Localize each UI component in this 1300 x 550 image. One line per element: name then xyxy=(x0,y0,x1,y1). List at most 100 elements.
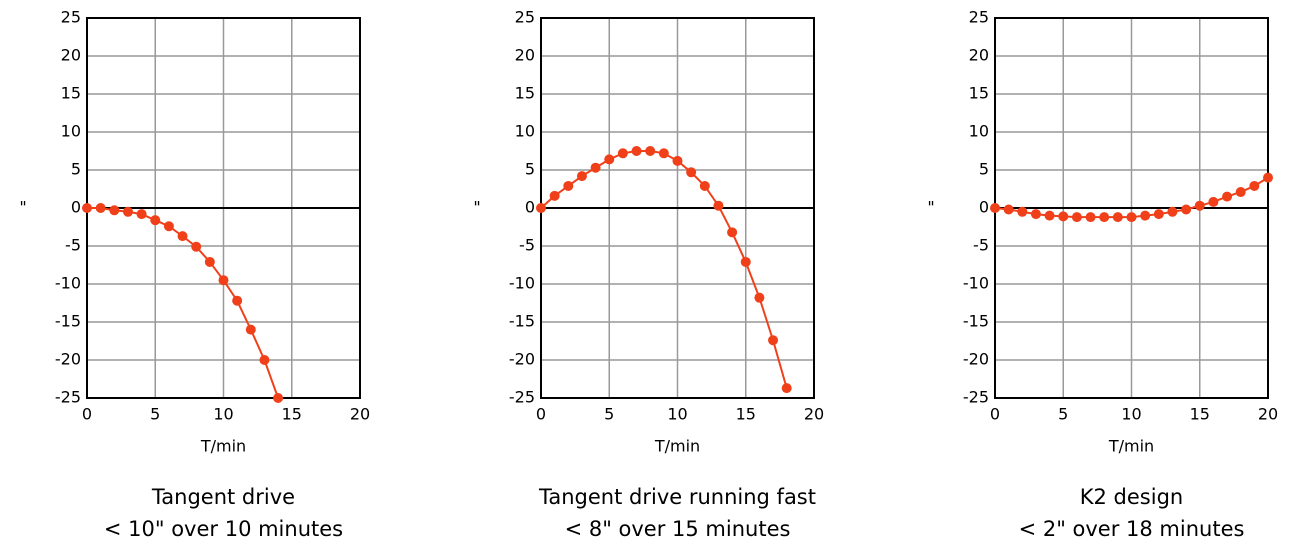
x-tick-label: 5 xyxy=(604,405,614,424)
data-point xyxy=(204,256,215,267)
chart-title: K2 design xyxy=(1080,485,1183,509)
x-tick-label: 5 xyxy=(1058,405,1068,424)
data-point xyxy=(1208,196,1219,207)
data-point xyxy=(699,180,710,191)
chart-subtitle: < 10" over 10 minutes xyxy=(104,517,343,541)
x-axis-label: T/min xyxy=(1108,437,1154,456)
y-tick-label: 0 xyxy=(979,198,989,217)
y-tick-label: -20 xyxy=(55,350,81,369)
data-point xyxy=(1263,172,1273,183)
data-point xyxy=(1099,212,1110,223)
chart-subtitle: < 2" over 18 minutes xyxy=(1019,517,1245,541)
x-tick-label: 10 xyxy=(1121,405,1141,424)
chart-title: Tangent drive xyxy=(151,485,295,509)
y-tick-label: -20 xyxy=(963,350,989,369)
chart: 0 5 10 15 20 -25 -20 -15 -10 -5 0 5 10 15 20 25 " T/min Ta… xyxy=(473,8,824,542)
y-tick-label: 5 xyxy=(979,160,989,179)
x-tick-label: 20 xyxy=(1258,405,1278,424)
y-tick-label: -25 xyxy=(509,388,535,407)
x-tick-label: 0 xyxy=(82,405,92,424)
data-point xyxy=(273,393,284,403)
y-tick-label: -10 xyxy=(55,274,81,293)
y-tick-label: 15 xyxy=(61,84,81,103)
y-tick-label: 20 xyxy=(969,46,989,65)
y-tick-label: -10 xyxy=(509,274,535,293)
y-tick-label: -25 xyxy=(963,388,989,407)
y-tick-label: 5 xyxy=(525,160,535,179)
y-tick-label: 25 xyxy=(61,8,81,27)
y-tick-label: -5 xyxy=(519,236,535,255)
chart: 0 5 10 15 20 -25 -20 -15 -10 -5 0 5 10 15 20 25 " T/min K2… xyxy=(927,8,1278,542)
chart-title: Tangent drive running fast xyxy=(538,485,816,509)
data-point xyxy=(740,256,751,267)
data-point xyxy=(1167,206,1178,217)
data-point xyxy=(109,205,120,216)
data-point xyxy=(150,215,161,226)
data-point xyxy=(1112,212,1123,223)
x-tick-label: 0 xyxy=(990,405,1000,424)
y-tick-label: -20 xyxy=(509,350,535,369)
y-tick-label: 10 xyxy=(969,122,989,141)
data-point xyxy=(1030,209,1041,220)
y-tick-label: -5 xyxy=(973,236,989,255)
data-point xyxy=(177,231,188,242)
y-tick-label: 0 xyxy=(525,198,535,217)
y-tick-label: 5 xyxy=(71,160,81,179)
data-point xyxy=(631,146,642,156)
y-axis-label: " xyxy=(19,198,26,217)
data-point xyxy=(1181,204,1192,215)
y-tick-label: 25 xyxy=(515,8,535,27)
y-axis-label: " xyxy=(927,198,934,217)
data-point xyxy=(768,335,779,346)
data-point xyxy=(1003,204,1014,215)
data-point xyxy=(191,241,202,252)
x-tick-label: 10 xyxy=(213,405,233,424)
x-tick-label: 15 xyxy=(282,405,302,424)
data-point xyxy=(713,200,724,211)
data-point xyxy=(576,171,587,182)
data-point xyxy=(1222,191,1233,202)
y-tick-label: -5 xyxy=(65,236,81,255)
data-line xyxy=(540,150,788,389)
y-tick-label: -15 xyxy=(509,312,535,331)
data-point xyxy=(590,162,601,173)
data-point xyxy=(686,167,697,178)
y-tick-label: -15 xyxy=(963,312,989,331)
y-tick-label: 15 xyxy=(515,84,535,103)
x-axis-label: T/min xyxy=(200,437,246,456)
data-point xyxy=(672,155,683,166)
x-tick-label: 10 xyxy=(667,405,687,424)
data-point xyxy=(1017,206,1028,217)
y-tick-label: 15 xyxy=(969,84,989,103)
data-point xyxy=(563,180,574,191)
y-tick-label: -25 xyxy=(55,388,81,407)
data-point xyxy=(617,148,628,159)
y-tick-label: -15 xyxy=(55,312,81,331)
data-point xyxy=(658,148,669,159)
data-point xyxy=(259,355,270,365)
x-tick-label: 15 xyxy=(1190,405,1210,424)
data-point xyxy=(1126,212,1137,223)
data-point xyxy=(82,203,92,213)
data-point xyxy=(604,154,615,165)
x-tick-label: 15 xyxy=(736,405,756,424)
data-point xyxy=(1071,212,1082,223)
data-point xyxy=(1058,211,1069,222)
x-tick-label: 20 xyxy=(350,405,370,424)
x-axis-label: T/min xyxy=(654,437,700,456)
data-point xyxy=(232,295,243,306)
data-point xyxy=(95,203,106,213)
y-tick-label: 10 xyxy=(515,122,535,141)
data-point xyxy=(1085,212,1096,223)
y-tick-label: 0 xyxy=(71,198,81,217)
data-point xyxy=(754,292,765,303)
data-point xyxy=(549,190,560,201)
data-point xyxy=(1249,180,1260,191)
data-point xyxy=(536,203,546,213)
y-axis-label: " xyxy=(473,198,480,217)
data-point xyxy=(781,383,792,394)
data-point xyxy=(218,275,229,286)
x-tick-label: 20 xyxy=(804,405,824,424)
data-point xyxy=(1153,209,1164,220)
